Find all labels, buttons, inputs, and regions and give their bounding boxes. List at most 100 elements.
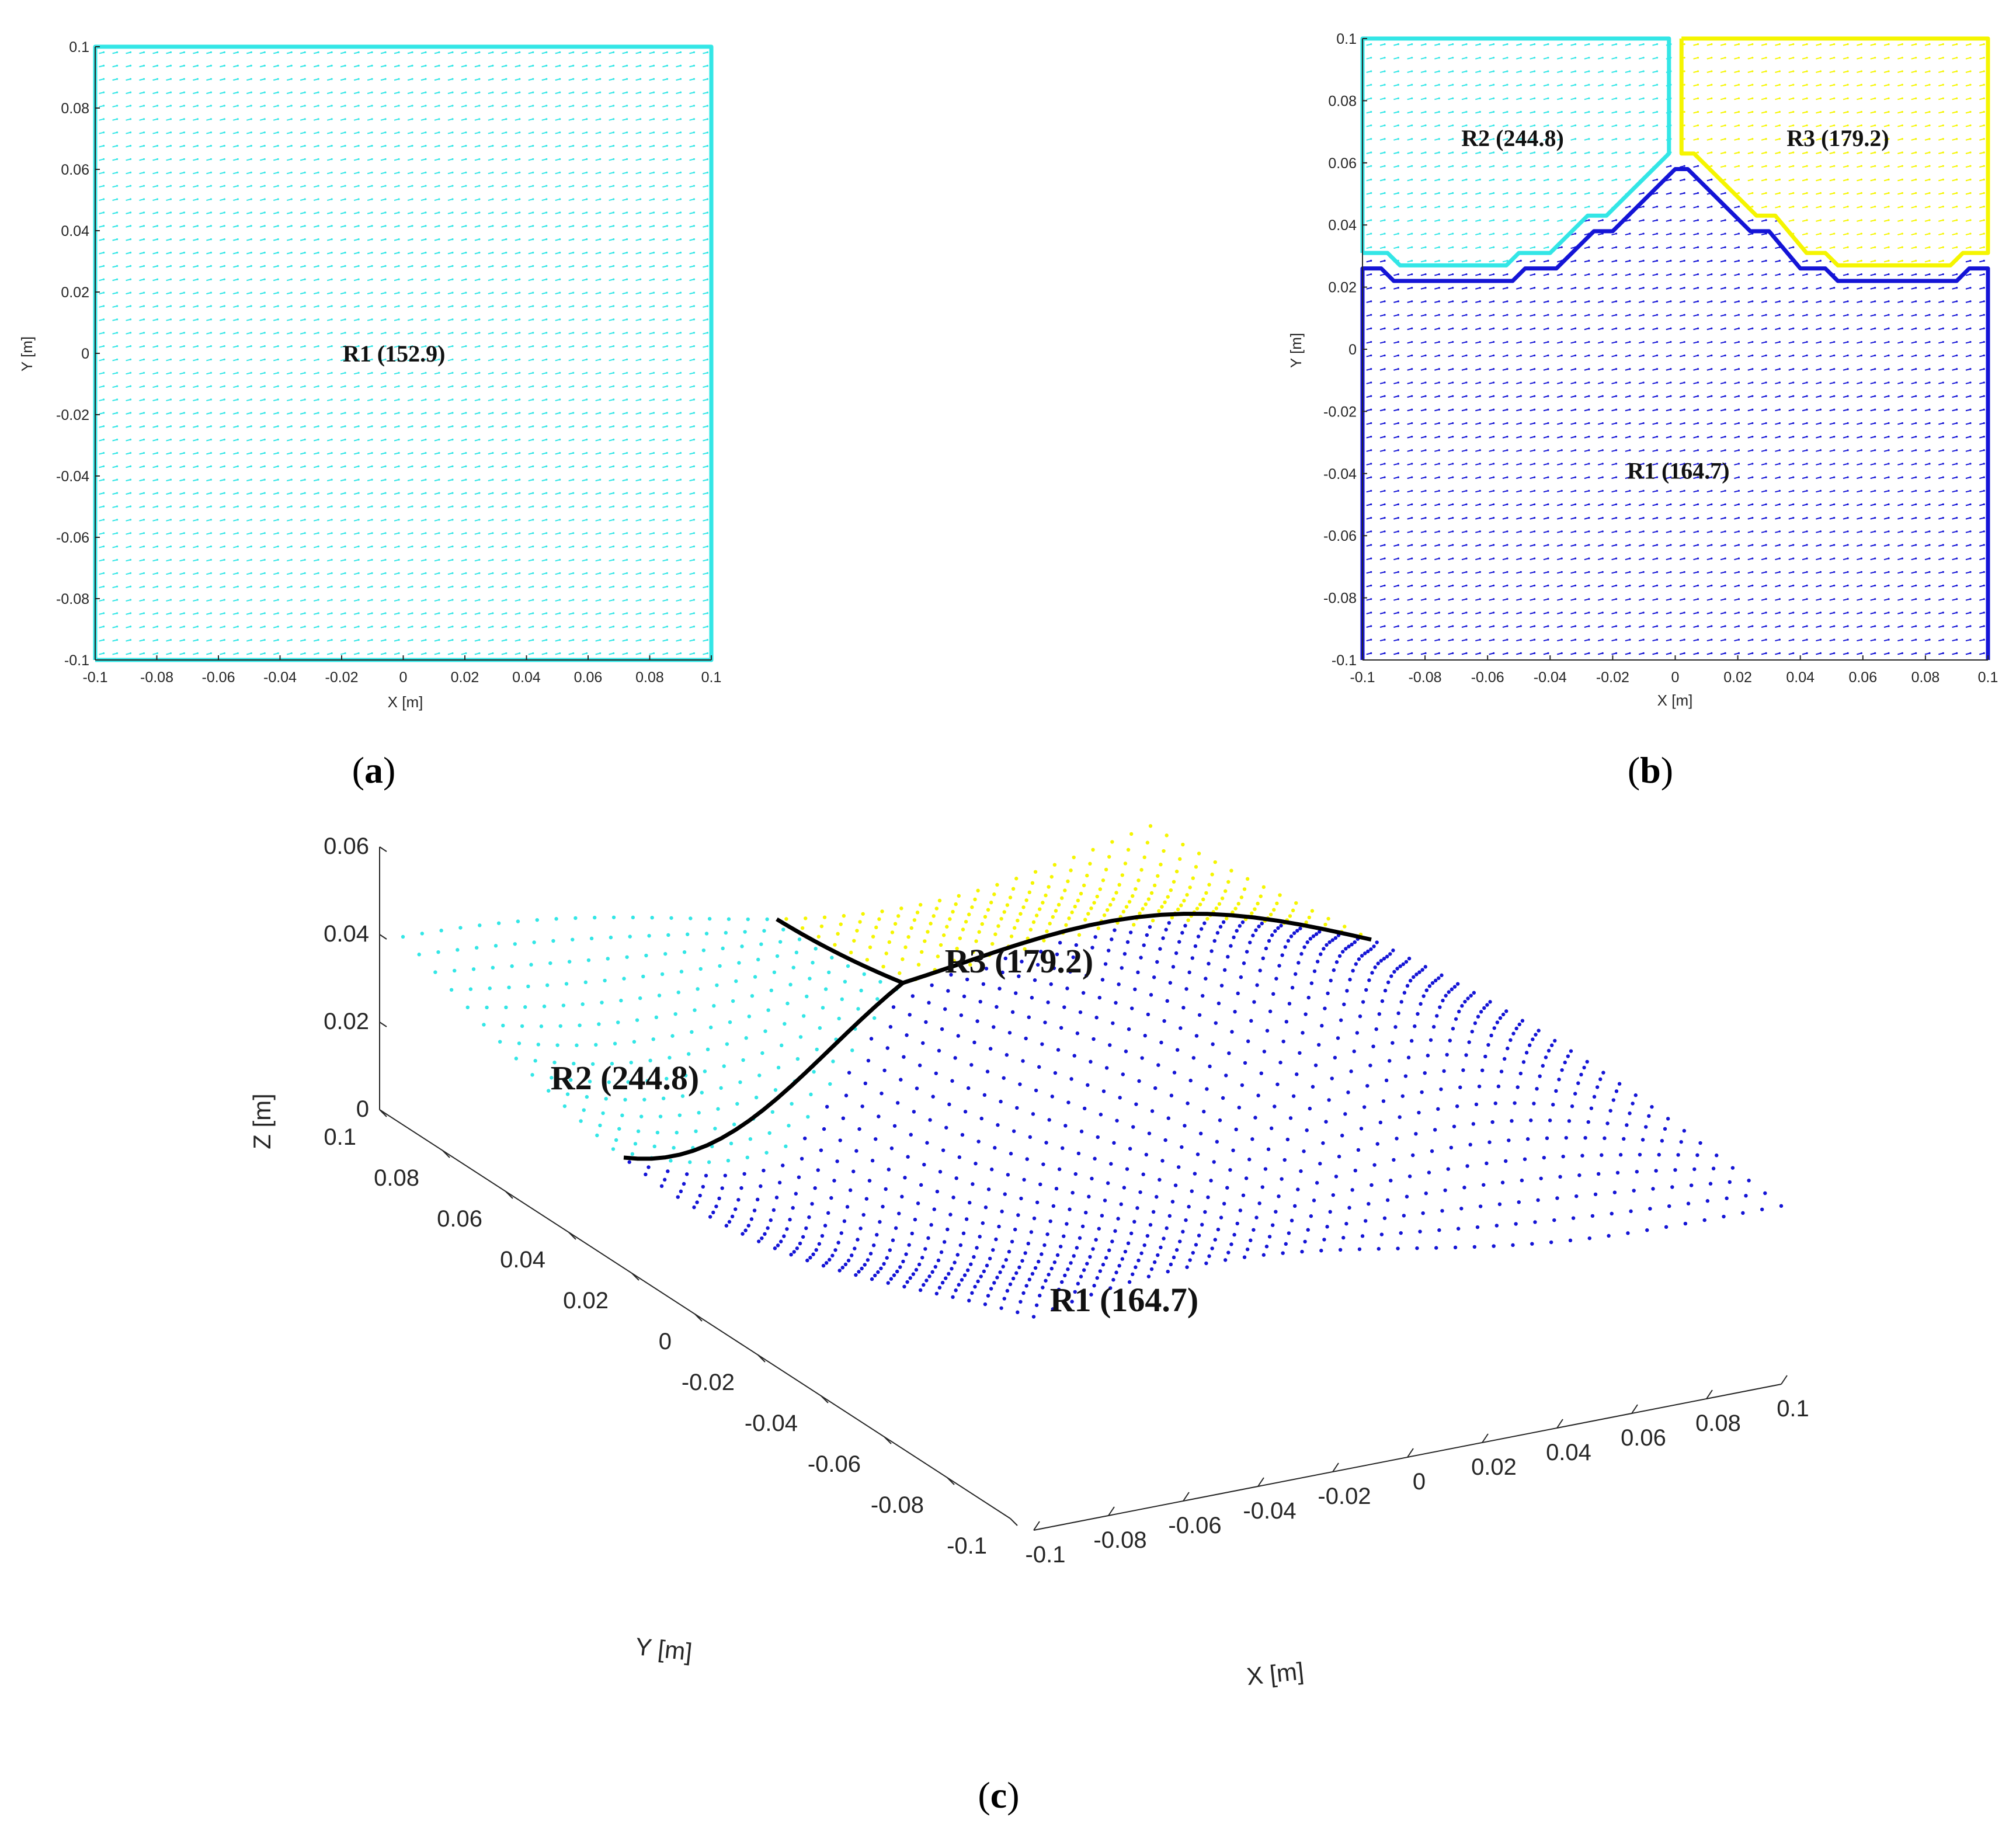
pa-arrow-head	[586, 532, 588, 534]
pa-arrow-head	[129, 599, 132, 601]
pa-arrow-head	[142, 532, 145, 534]
pa-arrow-head	[625, 478, 628, 481]
pa-arrow-head	[545, 305, 548, 307]
pa-arrow-head	[438, 599, 440, 601]
pa-arrow-head	[277, 91, 279, 93]
pa-arrow-head	[384, 105, 387, 107]
pa-arrow-head	[545, 532, 548, 534]
pa-arrow-head	[398, 131, 400, 134]
pa-arrow-head	[545, 278, 548, 280]
pa-arrow-head	[505, 238, 508, 241]
pa-arrow-head	[263, 345, 266, 348]
pa-arrow-head	[599, 131, 602, 134]
pb-arrow-head	[1424, 43, 1427, 46]
pb-arrow-head	[1438, 368, 1440, 370]
pa-arrow-head	[693, 64, 696, 67]
pa-arrow-head	[666, 585, 669, 588]
pa-arrow-head	[156, 465, 159, 467]
pa-arrow-head	[613, 599, 615, 601]
pa-arrow-head	[237, 385, 239, 387]
pa-arrow-head	[679, 278, 682, 280]
pa-arrow-head	[290, 519, 293, 521]
pa-arrow-head	[357, 558, 360, 561]
pa-arrow-head	[599, 371, 602, 374]
pb-arrow-head	[1452, 381, 1454, 384]
pa-arrow-head	[679, 291, 682, 294]
pa-arrow-head	[586, 198, 588, 200]
pa-arrow-head	[263, 211, 266, 214]
pa-arrow-head	[371, 332, 373, 334]
pa-arrow-head	[572, 345, 575, 348]
pb-arrow-head	[1438, 232, 1440, 235]
pa-arrow-head	[290, 358, 293, 361]
pa-arrow-head	[290, 225, 293, 227]
pb-arrow-head	[1438, 611, 1440, 614]
pa-arrow-head	[505, 131, 508, 134]
pa-arrow-head	[625, 385, 628, 387]
pa-arrow-head	[344, 558, 346, 561]
pb-arrow-head	[1424, 300, 1427, 303]
pa-arrow-head	[344, 371, 346, 374]
pb-arrow-head	[1465, 273, 1468, 276]
pb-arrow-head	[1384, 557, 1386, 560]
pa-arrow-head	[451, 385, 454, 387]
pa-arrow-head	[545, 211, 548, 214]
pa-arrow-head	[263, 478, 266, 481]
pa-arrow-head	[156, 131, 159, 134]
pa-arrow-head	[237, 492, 239, 494]
pa-arrow-head	[196, 198, 199, 200]
pa-arrow-head	[196, 519, 199, 521]
pa-arrow-head	[331, 572, 333, 574]
pa-arrow-head	[277, 425, 279, 428]
pa-arrow-head	[639, 545, 642, 548]
pa-arrow-head	[169, 211, 172, 214]
pa-arrow-head	[250, 492, 252, 494]
pa-arrow-head	[250, 599, 252, 601]
pa-arrow-head	[679, 465, 682, 467]
pa-arrow-head	[492, 385, 494, 387]
pa-arrow-head	[559, 131, 561, 134]
pa-arrow-head	[572, 278, 575, 280]
pa-arrow-head	[169, 265, 172, 267]
pa-arrow-head	[451, 626, 454, 628]
pa-arrow-head	[384, 612, 387, 614]
pa-arrow-head	[492, 118, 494, 120]
pa-arrow-head	[639, 251, 642, 254]
pa-arrow-head	[613, 238, 615, 241]
pa-arrow-head	[384, 505, 387, 508]
pa-arrow-head	[250, 105, 252, 107]
pa-arrow-head	[169, 599, 172, 601]
pa-arrow-head	[263, 652, 266, 655]
pa-arrow-head	[599, 492, 602, 494]
pa-arrow-head	[438, 639, 440, 641]
pa-arrow-head	[478, 505, 481, 508]
pa-arrow-head	[532, 198, 534, 200]
pa-arrow-head	[545, 612, 548, 614]
pa-arrow-head	[116, 532, 119, 534]
pb-arrow-head	[1370, 97, 1372, 99]
pa-arrow-head	[183, 652, 186, 655]
pa-arrow-head	[478, 478, 481, 481]
pa-arrow-head	[196, 78, 199, 80]
pa-arrow-head	[156, 478, 159, 481]
pa-arrow-head	[116, 639, 119, 641]
pa-arrow-head	[371, 185, 373, 187]
pa-arrow-head	[250, 358, 252, 361]
pa-arrow-head	[290, 238, 293, 241]
pa-arrow-head	[613, 278, 615, 280]
pa-arrow-head	[505, 91, 508, 93]
pa-arrow-head	[639, 345, 642, 348]
pa-arrow-head	[183, 385, 186, 387]
pa-arrow-head	[237, 238, 239, 241]
pa-arrow-head	[706, 451, 709, 454]
pa-arrow-head	[116, 198, 119, 200]
pa-arrow-head	[478, 238, 481, 241]
pa-arrow-head	[492, 492, 494, 494]
pa-arrow-head	[519, 519, 521, 521]
pa-arrow-head	[519, 398, 521, 401]
pa-arrow-head	[183, 144, 186, 147]
pa-arrow-head	[706, 465, 709, 467]
pa-arrow-head	[666, 558, 669, 561]
pa-arrow-head	[478, 425, 481, 428]
pb-arrow-head	[1370, 463, 1372, 465]
